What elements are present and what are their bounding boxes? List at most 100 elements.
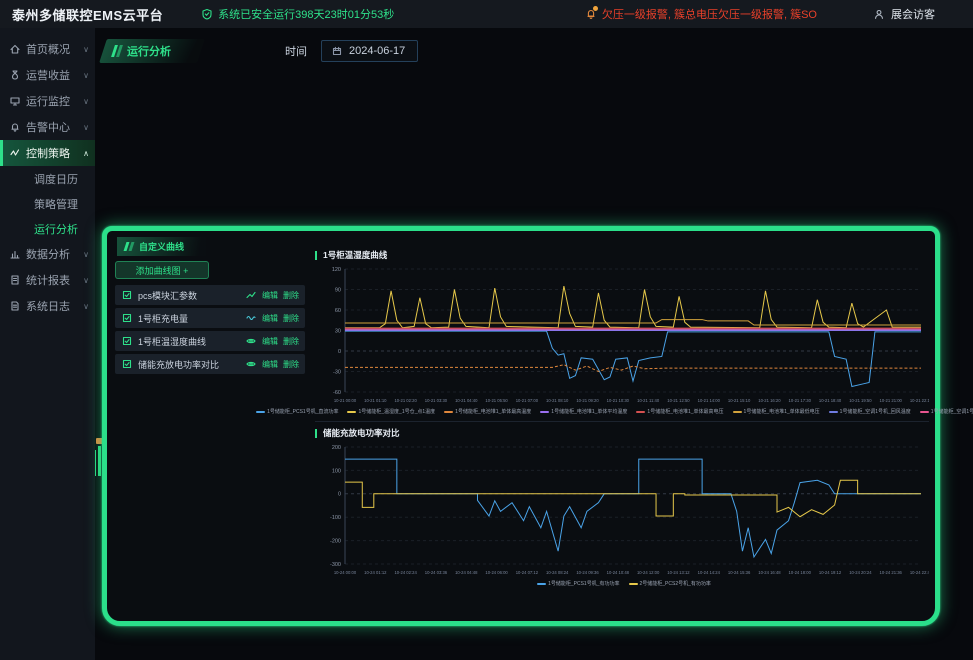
wave-icon[interactable] <box>245 309 257 327</box>
svg-text:30: 30 <box>335 328 341 334</box>
legend-item[interactable]: 1号储能柜_空调1号机_回风温度 <box>829 408 911 415</box>
chart1-legend: 1号储能柜_PCS1号机_直流功率 1号储能柜_温湿度_1号仓_点1温度 1号储… <box>313 408 935 415</box>
eye-icon[interactable] <box>245 355 257 373</box>
checkbox-icon[interactable] <box>121 286 133 304</box>
custom-curve-modal: 自定义曲线 添加曲线图 + pcs模块汇参数 编辑 删除 1号柜充电量 编辑 删… <box>102 226 940 626</box>
sidebar-item-monitor[interactable]: 运行监控 ∨ <box>0 88 95 114</box>
legend-item[interactable]: 1号储能柜_PCS1号机_有功功率 <box>537 580 619 587</box>
log-icon <box>9 300 21 312</box>
eye-icon[interactable] <box>245 332 257 350</box>
svg-text:10-21 18:40: 10-21 18:40 <box>819 398 842 403</box>
edit-link[interactable]: 编辑 <box>262 290 278 301</box>
delete-link[interactable]: 删除 <box>283 359 299 370</box>
svg-text:10-24 20:24: 10-24 20:24 <box>849 570 872 575</box>
svg-text:10-24 02:24: 10-24 02:24 <box>394 570 417 575</box>
checkbox-icon[interactable] <box>121 332 133 350</box>
slashes-icon <box>125 242 133 251</box>
legend-item[interactable]: 2号储能柜_PCS2号机_有功功率 <box>629 580 711 587</box>
svg-text:10-21 17:30: 10-21 17:30 <box>789 398 812 403</box>
svg-text:-60: -60 <box>333 390 341 396</box>
calendar-icon <box>331 45 343 57</box>
svg-text:-300: -300 <box>330 562 341 568</box>
tab-run-analysis[interactable]: 运行分析 <box>99 39 205 63</box>
revenue-icon <box>9 69 21 81</box>
alert-marquee[interactable]: 欠压一级报警, 簇总电压欠压一级报警, 簇SO <box>585 6 817 22</box>
svg-text:10-21 21:00: 10-21 21:00 <box>880 398 903 403</box>
alarm-bell-icon[interactable] <box>585 8 597 20</box>
edit-link[interactable]: 编辑 <box>262 359 278 370</box>
curve-list-item[interactable]: 储能充放电功率对比 编辑 删除 <box>115 354 305 374</box>
panel-divider <box>315 421 929 422</box>
monitor-icon <box>9 95 21 107</box>
svg-text:10-21 00:00: 10-21 00:00 <box>334 398 357 403</box>
svg-text:-100: -100 <box>330 515 341 521</box>
svg-text:10-21 19:50: 10-21 19:50 <box>849 398 872 403</box>
checkbox-icon[interactable] <box>121 355 133 373</box>
svg-text:10-24 18:00: 10-24 18:00 <box>789 570 812 575</box>
user-menu[interactable]: 展会访客 <box>873 6 935 22</box>
person-icon <box>873 8 885 20</box>
sidebar-subitem-dispatch-calendar[interactable]: 调度日历 <box>0 166 95 191</box>
svg-text:10-24 16:48: 10-24 16:48 <box>758 570 781 575</box>
legend-item[interactable]: 1号储能柜_电池堆1_单体最高温度 <box>444 408 531 415</box>
svg-text:10-21 08:10: 10-21 08:10 <box>546 398 569 403</box>
svg-text:10-24 00:00: 10-24 00:00 <box>334 570 357 575</box>
charge-discharge-chart[interactable]: 2001000-100-200-30010-24 00:0010-24 01:1… <box>315 441 929 577</box>
sidebar-subitem-strategy-management[interactable]: 策略管理 <box>0 191 95 216</box>
svg-text:-30: -30 <box>333 369 341 375</box>
sidebar-item-alarm-center[interactable]: 告警中心 ∨ <box>0 114 95 140</box>
svg-text:200: 200 <box>332 445 341 451</box>
chevron-down-icon: ∨ <box>83 250 89 259</box>
delete-link[interactable]: 删除 <box>283 290 299 301</box>
sidebar-item-system-log[interactable]: 系统日志 ∨ <box>0 293 95 319</box>
svg-text:10-24 07:12: 10-24 07:12 <box>516 570 539 575</box>
trend-icon[interactable] <box>245 286 257 304</box>
app-root: 泰州多储联控EMS云平台 系统已安全运行398天23时01分53秒 欠压一级报警… <box>0 0 973 660</box>
username: 展会访客 <box>891 6 935 22</box>
sidebar-item-control-strategy[interactable]: 控制策略 ∧ <box>0 140 95 166</box>
svg-text:10-21 01:10: 10-21 01:10 <box>364 398 387 403</box>
curve-list-item[interactable]: 1号柜温湿度曲线 编辑 删除 <box>115 331 305 351</box>
svg-text:10-21 22:10: 10-21 22:10 <box>910 398 929 403</box>
temp-humidity-chart[interactable]: 1209060300-30-6010-21 00:0010-21 01:1010… <box>315 263 929 405</box>
delete-link[interactable]: 删除 <box>283 313 299 324</box>
svg-text:-200: -200 <box>330 539 341 545</box>
svg-text:10-21 16:20: 10-21 16:20 <box>758 398 781 403</box>
app-header: 泰州多储联控EMS云平台 系统已安全运行398天23时01分53秒 欠压一级报警… <box>0 0 973 28</box>
chevron-down-icon: ∨ <box>83 71 89 80</box>
svg-text:10-24 06:00: 10-24 06:00 <box>485 570 508 575</box>
date-picker[interactable]: 2024-06-17 <box>321 40 418 62</box>
sidebar-item-home[interactable]: 首页概况 ∨ <box>0 36 95 62</box>
tab-custom-curve[interactable]: 自定义曲线 <box>117 237 206 256</box>
svg-text:10-21 12:50: 10-21 12:50 <box>667 398 690 403</box>
svg-text:10-21 11:40: 10-21 11:40 <box>637 398 660 403</box>
home-icon <box>9 43 21 55</box>
legend-item[interactable]: 1号储能柜_电池堆1_单体最低电压 <box>733 408 820 415</box>
legend-item[interactable]: 1号储能柜_温湿度_1号仓_点1温度 <box>347 408 435 415</box>
safe-runtime-text: 系统已安全运行398天23时01分53秒 <box>218 6 394 22</box>
svg-text:10-24 01:12: 10-24 01:12 <box>364 570 387 575</box>
svg-text:10-21 02:20: 10-21 02:20 <box>394 398 417 403</box>
curve-list-item[interactable]: pcs模块汇参数 编辑 删除 <box>115 285 305 305</box>
legend-item[interactable]: 1号储能柜_空调1号机_湿度 <box>920 408 973 415</box>
edit-link[interactable]: 编辑 <box>262 336 278 347</box>
legend-item[interactable]: 1号储能柜_PCS1号机_直流功率 <box>256 408 338 415</box>
curve-list-item[interactable]: 1号柜充电量 编辑 删除 <box>115 308 305 328</box>
chart2-title: 储能充放电功率对比 <box>315 427 400 439</box>
legend-item[interactable]: 1号储能柜_电池堆1_单体平均温度 <box>540 408 627 415</box>
delete-link[interactable]: 删除 <box>283 336 299 347</box>
add-curve-button[interactable]: 添加曲线图 + <box>115 261 209 279</box>
sidebar-item-data-analysis[interactable]: 数据分析 ∨ <box>0 241 95 267</box>
sidebar-item-statistics-report[interactable]: 统计报表 ∨ <box>0 267 95 293</box>
edit-link[interactable]: 编辑 <box>262 313 278 324</box>
checkbox-icon[interactable] <box>121 309 133 327</box>
sidebar-subitem-run-analysis[interactable]: 运行分析 <box>0 216 95 241</box>
svg-text:10-24 03:36: 10-24 03:36 <box>425 570 448 575</box>
modal-chart-area: 1号柜温湿度曲线 1209060300-30-6010-21 00:0010-2… <box>313 231 935 621</box>
legend-item[interactable]: 1号储能柜_电池堆1_单体最高电压 <box>636 408 723 415</box>
chevron-down-icon: ∨ <box>83 97 89 106</box>
slashes-icon <box>113 45 121 57</box>
chart2-legend: 1号储能柜_PCS1号机_有功功率 2号储能柜_PCS2号机_有功功率 <box>313 580 935 587</box>
sidebar-item-revenue[interactable]: 运营收益 ∨ <box>0 62 95 88</box>
safe-runtime-status: 系统已安全运行398天23时01分53秒 <box>201 6 394 22</box>
